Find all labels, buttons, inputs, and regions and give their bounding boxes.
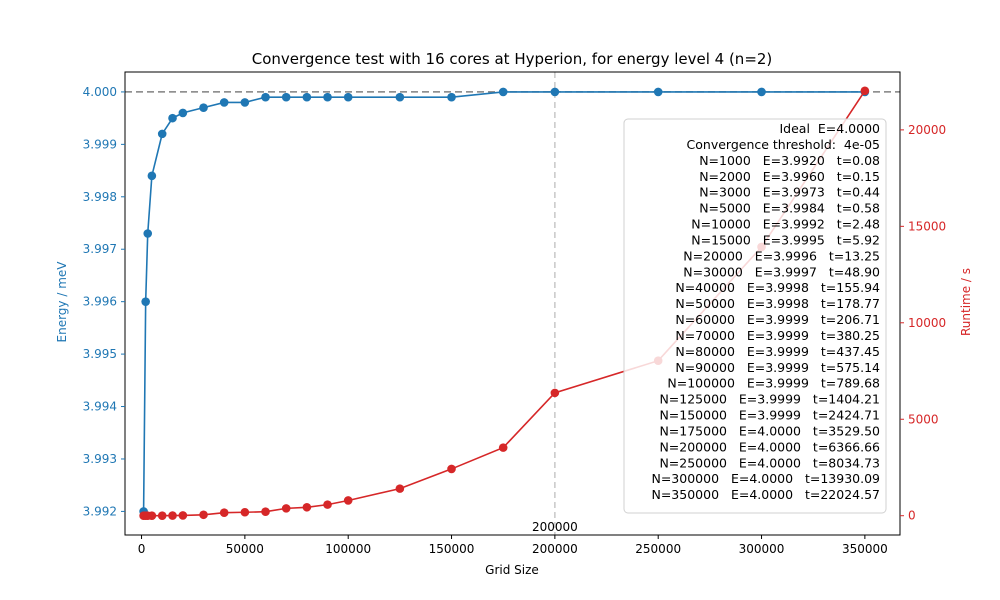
plot-frame bbox=[124, 71, 901, 536]
x-tick-label: 100000 bbox=[325, 542, 371, 556]
energy-point bbox=[447, 92, 456, 102]
energy-point bbox=[323, 92, 332, 102]
y-left-tick-label: 3.999 bbox=[83, 137, 117, 151]
vertical-marker-label: 200000 bbox=[532, 520, 578, 534]
runtime-point bbox=[447, 464, 456, 474]
runtime-point bbox=[302, 502, 312, 512]
energy-point bbox=[199, 103, 208, 112]
energy-point bbox=[143, 229, 153, 238]
y-left-tick-label: 3.992 bbox=[83, 504, 117, 518]
legend-entry: N=2000 E=3.9960 t=0.15 bbox=[699, 169, 880, 184]
legend-entry: N=70000 E=3.9999 t=380.25 bbox=[675, 328, 880, 343]
energy-point bbox=[395, 92, 405, 102]
x-tick-label: 50000 bbox=[226, 542, 264, 556]
x-tick-label: 150000 bbox=[429, 542, 475, 556]
chart-title: Convergence test with 16 cores at Hyperi… bbox=[252, 50, 773, 68]
runtime-point bbox=[550, 388, 560, 398]
legend-entry: N=80000 E=3.9999 t=437.45 bbox=[675, 344, 880, 359]
runtime-point bbox=[498, 443, 508, 452]
runtime-point bbox=[323, 500, 332, 509]
legend-entry: N=5000 E=3.9984 t=0.58 bbox=[699, 201, 880, 216]
y-right-tick-label: 20000 bbox=[908, 123, 946, 137]
legend-frame bbox=[623, 118, 887, 514]
y-right-tick-label: 10000 bbox=[908, 316, 946, 330]
y-left-tick-label: 3.998 bbox=[83, 190, 117, 204]
energy-point bbox=[281, 92, 291, 102]
energy-point bbox=[219, 98, 229, 107]
y-right-tick-label: 5000 bbox=[908, 412, 939, 426]
legend-entry: N=10000 E=3.9992 t=2.48 bbox=[691, 217, 880, 232]
legend-entry: N=15000 E=3.9995 t=5.92 bbox=[691, 232, 880, 247]
legend-entry: N=60000 E=3.9999 t=206.71 bbox=[675, 312, 880, 327]
energy-point bbox=[653, 87, 663, 97]
runtime-point bbox=[395, 484, 405, 493]
legend-entry: N=30000 E=3.9997 t=48.90 bbox=[683, 264, 880, 279]
legend-entry: N=300000 E=4.0000 t=13930.09 bbox=[651, 471, 880, 486]
runtime-series-line bbox=[143, 90, 866, 517]
y-left-tick-label: 3.994 bbox=[83, 400, 117, 414]
y-left-tick-label: 3.993 bbox=[83, 452, 117, 466]
x-tick-label: 0 bbox=[138, 542, 146, 556]
legend-entry: N=125000 E=3.9999 t=1404.21 bbox=[659, 392, 880, 407]
legend-entry: N=90000 E=3.9999 t=575.14 bbox=[675, 360, 880, 375]
energy-point bbox=[240, 98, 250, 107]
runtime-point bbox=[860, 86, 870, 96]
legend-entry: N=175000 E=4.0000 t=3529.50 bbox=[659, 423, 880, 438]
energy-point bbox=[168, 113, 177, 123]
runtime-point bbox=[343, 496, 353, 505]
energy-point bbox=[141, 297, 150, 306]
legend-entry: N=200000 E=4.0000 t=6366.66 bbox=[659, 439, 880, 454]
legend-entry: N=1000 E=3.9920 t=0.08 bbox=[699, 153, 880, 168]
runtime-point bbox=[261, 507, 270, 517]
legend-entry: N=50000 E=3.9998 t=178.77 bbox=[675, 296, 880, 311]
legend-entry: N=3000 E=3.9973 t=0.44 bbox=[699, 185, 880, 200]
legend-entry: N=100000 E=3.9999 t=789.68 bbox=[667, 376, 880, 391]
energy-point bbox=[302, 92, 312, 102]
y-left-tick-label: 3.996 bbox=[83, 295, 117, 309]
energy-point bbox=[550, 87, 560, 97]
energy-point bbox=[757, 87, 766, 97]
energy-point bbox=[147, 171, 157, 181]
runtime-point bbox=[199, 510, 208, 520]
energy-point bbox=[498, 87, 508, 97]
x-axis-label: Grid Size bbox=[485, 563, 539, 577]
x-tick-label: 200000 bbox=[532, 542, 578, 556]
runtime-point bbox=[168, 511, 177, 520]
legend-entry: N=150000 E=3.9999 t=2424.71 bbox=[659, 408, 880, 423]
legend-entry: Ideal E=4.0000 bbox=[779, 121, 880, 136]
runtime-point bbox=[157, 511, 167, 520]
y-axis-right-label: Runtime / s bbox=[959, 268, 973, 336]
x-tick-label: 350000 bbox=[842, 542, 888, 556]
x-tick-label: 300000 bbox=[739, 542, 785, 556]
energy-point bbox=[178, 108, 188, 118]
legend-entry: N=20000 E=3.9996 t=13.25 bbox=[683, 248, 880, 263]
runtime-point bbox=[178, 511, 188, 520]
energy-point bbox=[261, 92, 270, 102]
energy-series-line bbox=[142, 91, 865, 512]
y-left-tick-label: 3.995 bbox=[83, 347, 117, 361]
runtime-point bbox=[219, 508, 229, 517]
y-left-tick-label: 4.000 bbox=[83, 85, 117, 99]
y-right-tick-label: 0 bbox=[908, 509, 916, 523]
runtime-point bbox=[147, 511, 157, 520]
y-left-tick-label: 3.997 bbox=[83, 242, 117, 256]
legend-entry: N=40000 E=3.9998 t=155.94 bbox=[675, 280, 880, 295]
legend-entry: N=250000 E=4.0000 t=8034.73 bbox=[659, 455, 880, 470]
legend-entry: N=350000 E=4.0000 t=22024.57 bbox=[651, 487, 880, 502]
energy-point bbox=[157, 129, 167, 139]
axes: 0 50000 100000 150000 200000 250000 300000 3500… bbox=[83, 71, 946, 556]
runtime-point bbox=[240, 507, 250, 517]
runtime-point bbox=[281, 504, 291, 513]
energy-point bbox=[343, 92, 353, 102]
x-tick-label: 250000 bbox=[635, 542, 681, 556]
legend-entry: Convergence threshold: 4e-05 bbox=[687, 137, 880, 152]
y-right-tick-label: 15000 bbox=[908, 219, 946, 233]
y-axis-left-label: Energy / meV bbox=[55, 261, 69, 343]
